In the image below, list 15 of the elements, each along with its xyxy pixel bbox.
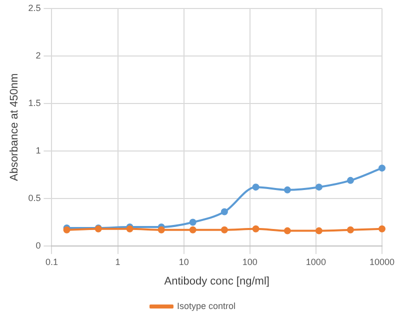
legend-label: Isotype control [176, 300, 236, 311]
x-tick-label: 10000 [369, 256, 395, 267]
y-tick-label: 0.5 [28, 192, 41, 203]
y-tick-label: 2.5 [28, 2, 41, 13]
x-tick-label: 1 [115, 256, 120, 267]
x-axis-title: Antibody conc [ng/ml] [164, 275, 270, 288]
x-tick-label: 10 [178, 256, 189, 267]
y-tick-label: 1 [36, 145, 41, 156]
x-tick-label: 0.1 [45, 256, 58, 267]
y-tick-label: 0 [36, 240, 41, 250]
y-tick-label: 2 [36, 50, 41, 60]
x-tick-label: 100 [242, 256, 258, 267]
x-tick-label: 1000 [306, 256, 326, 267]
y-tick-label: 1.5 [28, 98, 41, 108]
y-axis-title: Absorbance at 450nm [8, 73, 21, 182]
